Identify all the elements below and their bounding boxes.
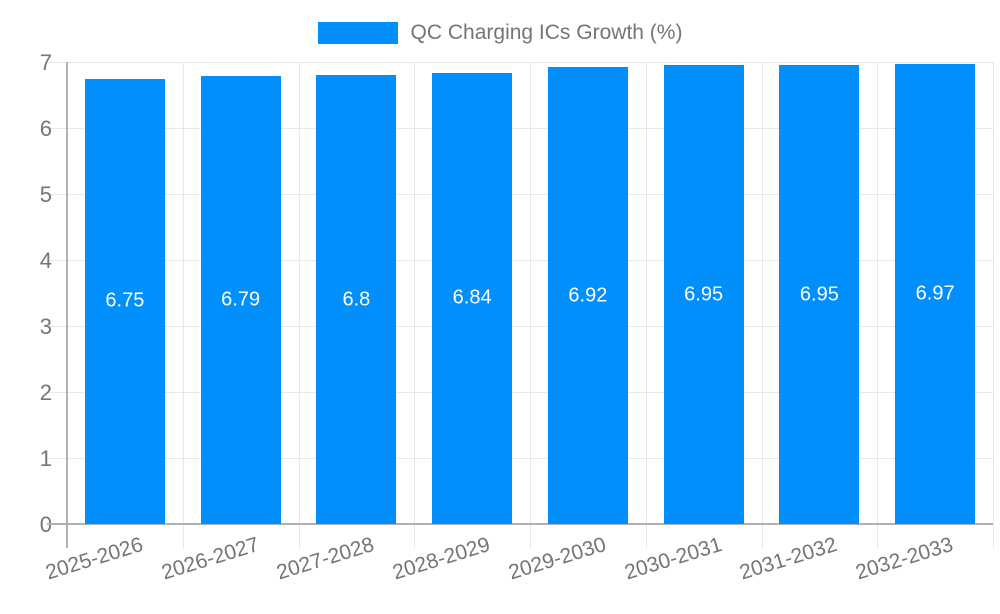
y-gridline [47, 194, 993, 195]
x-axis-line [47, 523, 993, 525]
bar-value-label: 6.8 [342, 288, 371, 311]
bar[interactable] [316, 75, 397, 524]
x-gridline [761, 62, 763, 548]
bar-value-label: 6.75 [105, 289, 145, 312]
y-gridline [47, 326, 993, 327]
x-axis-tick-label: 2026-2027 [158, 533, 262, 585]
y-axis-tick-label: 4 [39, 248, 52, 273]
y-gridline [47, 260, 993, 261]
y-gridline [47, 392, 993, 393]
bar[interactable] [200, 75, 281, 524]
y-axis-tick-label: 7 [39, 50, 52, 75]
y-gridline [47, 128, 993, 129]
x-axis-tick-label: 2029-2030 [505, 533, 609, 585]
y-axis-tick-label: 6 [39, 116, 52, 141]
y-axis-line [66, 62, 68, 548]
bar[interactable] [84, 78, 165, 524]
y-gridline [47, 62, 993, 63]
y-gridline [47, 458, 993, 459]
y-axis-tick-label: 1 [39, 446, 52, 471]
bar-value-label: 6.84 [452, 286, 492, 309]
legend-label[interactable]: QC Charging ICs Growth (%) [410, 21, 683, 44]
y-axis-tick-label: 5 [39, 182, 52, 207]
legend: QC Charging ICs Growth (%) [0, 20, 1000, 46]
x-axis-tick-label: 2028-2029 [390, 533, 493, 585]
bar-value-label: 6.95 [684, 283, 724, 306]
y-axis-tick-label: 0 [39, 512, 52, 537]
legend-swatch[interactable] [317, 22, 398, 44]
y-axis-tick-label: 2 [39, 380, 52, 405]
x-gridline [877, 62, 879, 548]
x-gridline [298, 62, 300, 548]
bar-value-label: 6.95 [799, 283, 839, 306]
bar-value-label: 6.92 [568, 284, 608, 307]
x-axis-tick-label: 2032-2033 [853, 533, 956, 585]
bar-value-label: 6.79 [221, 288, 261, 311]
x-gridline [993, 62, 994, 548]
bar-value-label: 6.97 [915, 282, 955, 305]
bar[interactable] [779, 65, 860, 524]
x-gridline [414, 62, 416, 548]
x-gridline [645, 62, 647, 548]
y-axis-tick-label: 3 [39, 314, 52, 339]
bar[interactable] [432, 72, 513, 524]
bar[interactable] [895, 63, 976, 524]
x-axis-tick-label: 2031-2032 [737, 533, 841, 585]
x-gridline [530, 62, 531, 548]
bar[interactable] [547, 67, 628, 524]
bar[interactable] [663, 65, 744, 524]
x-axis-tick-label: 2027-2028 [274, 533, 378, 585]
x-gridline [182, 62, 184, 548]
plot-area: 0 1 2 3 4 5 6 7 6.75 2025-2026 6.79 2026-2027 6.8 202… [39, 50, 994, 584]
x-axis-tick-label: 2030-2031 [621, 533, 725, 585]
bar-chart: QC Charging ICs Growth (%) 0 1 2 3 4 5 6 7 6.75 2… [0, 20, 1000, 585]
